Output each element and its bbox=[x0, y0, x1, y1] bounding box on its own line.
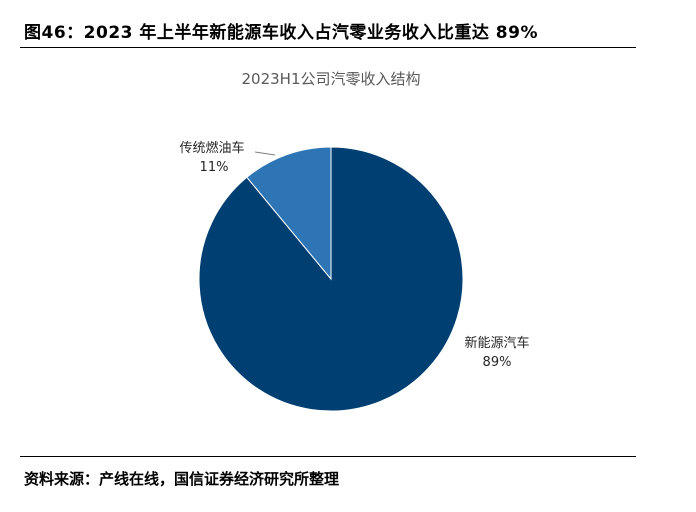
pie-chart: 2023H1公司汽零收入结构 传统燃油车 11% 新能源汽车 89% bbox=[179, 70, 530, 412]
top-rule bbox=[20, 47, 636, 48]
slice-label-nev-value: 89% bbox=[483, 355, 512, 370]
figure-title: 图46：2023 年上半年新能源车收入占汽零业务收入比重达 89% bbox=[24, 23, 538, 43]
source-note: 资料来源：产线在线，国信证券经济研究所整理 bbox=[24, 470, 340, 488]
bottom-rule bbox=[20, 456, 636, 457]
leader-line bbox=[254, 151, 276, 156]
pie-slices bbox=[198, 146, 464, 412]
pie-slice-1 bbox=[246, 146, 332, 281]
slice-label-traditional-value: 11% bbox=[200, 160, 229, 175]
chart-title: 2023H1公司汽零收入结构 bbox=[242, 70, 421, 88]
slice-label-nev-name: 新能源汽车 bbox=[464, 335, 529, 351]
slice-label-traditional-name: 传统燃油车 bbox=[179, 140, 244, 156]
